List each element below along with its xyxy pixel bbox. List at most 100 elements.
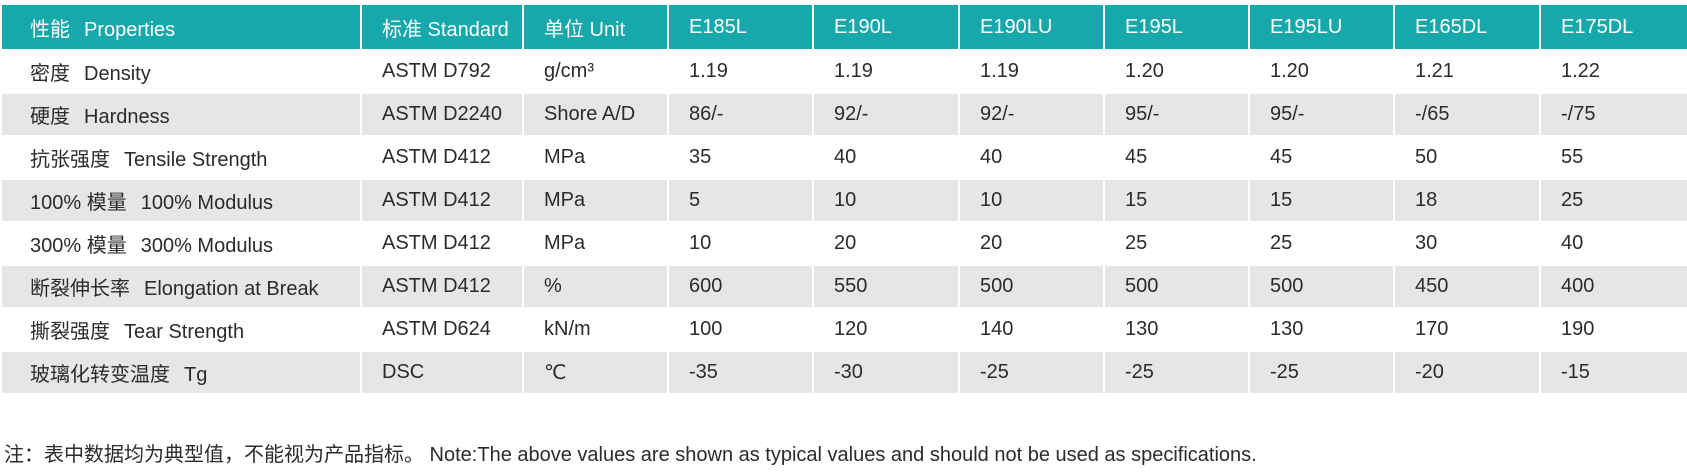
table-body: 密度 Density ASTM D792 g/cm³ 1.19 1.19 1.19 1.20 1…: [0, 49, 1687, 395]
table-cell: 92/-: [812, 92, 960, 137]
header-cell: 性能 Properties: [0, 3, 362, 51]
table-cell: 95/-: [1103, 92, 1250, 137]
table-cell: 5: [667, 178, 814, 223]
table-cell: ASTM D412: [360, 264, 524, 309]
table-cell: ASTM D412: [360, 221, 524, 266]
table-cell: 500: [1248, 264, 1395, 309]
table-cell: ASTM D792: [360, 49, 524, 94]
label-en: Properties: [84, 18, 176, 41]
table-cell: 1.21: [1393, 49, 1541, 94]
header-cell: E195L: [1103, 3, 1250, 51]
table-cell: 35: [667, 135, 814, 180]
table-cell: 95/-: [1248, 92, 1395, 137]
table-cell: 400: [1539, 264, 1687, 309]
table-cell: ℃: [522, 350, 669, 395]
table-cell: 10: [958, 178, 1105, 223]
header-cell: E175DL: [1539, 3, 1687, 51]
table-cell: ASTM D412: [360, 178, 524, 223]
property-cell: 撕裂强度 Tear Strength: [0, 307, 362, 352]
header-cell: E190LU: [958, 3, 1105, 51]
table-cell: -25: [1103, 350, 1250, 395]
table-row: 密度 Density ASTM D792 g/cm³ 1.19 1.19 1.19 1.20 1…: [0, 49, 1687, 94]
table-cell: 18: [1393, 178, 1541, 223]
label-en: 100% Modulus: [140, 192, 274, 214]
table-cell: 20: [812, 221, 960, 266]
table-cell: 1.19: [812, 49, 960, 94]
label-zh: 性能: [30, 18, 70, 41]
table-cell: 30: [1393, 221, 1541, 266]
table-cell: -/75: [1539, 92, 1687, 137]
table-cell: 20: [958, 221, 1105, 266]
label-en: Elongation at Break: [144, 278, 319, 300]
label-zh: 撕裂强度: [30, 321, 110, 343]
table-cell: 40: [1539, 221, 1687, 266]
property-cell: 300% 模量 300% Modulus: [0, 221, 362, 266]
label-zh: 玻璃化转变温度: [30, 364, 170, 386]
table-cell: -25: [1248, 350, 1395, 395]
table-cell: kN/m: [522, 307, 669, 352]
table-cell: 500: [958, 264, 1105, 309]
table-row: 撕裂强度 Tear Strength ASTM D624 kN/m 100 120 140 1…: [0, 307, 1687, 352]
table-cell: DSC: [360, 350, 524, 395]
table-cell: 25: [1248, 221, 1395, 266]
label-en: Tear Strength: [124, 321, 245, 343]
table-cell: 25: [1539, 178, 1687, 223]
table-cell: 1.20: [1248, 49, 1395, 94]
table-cell: 10: [812, 178, 960, 223]
property-cell: 密度 Density: [0, 49, 362, 94]
table-cell: 92/-: [958, 92, 1105, 137]
label-zh: 300% 模量: [30, 235, 127, 257]
table-cell: ASTM D624: [360, 307, 524, 352]
label-en: Tg: [184, 364, 208, 386]
property-cell: 抗张强度 Tensile Strength: [0, 135, 362, 180]
property-cell: 玻璃化转变温度 Tg: [0, 350, 362, 395]
label-en: 300% Modulus: [140, 235, 274, 257]
label-zh: 断裂伸长率: [30, 278, 130, 300]
table-cell: g/cm³: [522, 49, 669, 94]
table-cell: %: [522, 264, 669, 309]
table-row: 300% 模量 300% Modulus ASTM D412 MPa 10 20 20 25 2…: [0, 221, 1687, 266]
table-cell: 50: [1393, 135, 1541, 180]
table-cell: 190: [1539, 307, 1687, 352]
label-zh: 100% 模量: [30, 192, 127, 214]
header-cell: E185L: [667, 3, 814, 51]
header-row: 性能 Properties 标准 Standard 单位 Unit E185L E190L…: [0, 3, 1687, 51]
table-cell: MPa: [522, 135, 669, 180]
table-cell: 1.20: [1103, 49, 1250, 94]
table-row: 玻璃化转变温度 Tg DSC ℃ -35 -30 -25 -25 -25 -20 -15: [0, 350, 1687, 395]
table-row: 断裂伸长率 Elongation at Break ASTM D412% 600 550…: [0, 264, 1687, 309]
table-cell: 10: [667, 221, 814, 266]
table-cell: -20: [1393, 350, 1541, 395]
table-cell: 100: [667, 307, 814, 352]
table-cell: -25: [958, 350, 1105, 395]
label-zh: 密度: [30, 63, 70, 85]
table-header: 性能 Properties 标准 Standard 单位 Unit E185L E190L…: [0, 3, 1687, 51]
header-cell: E195LU: [1248, 3, 1395, 51]
table-cell: 130: [1103, 307, 1250, 352]
table-cell: 550: [812, 264, 960, 309]
label-zh: 硬度: [30, 106, 70, 128]
property-cell: 100% 模量 100% Modulus: [0, 178, 362, 223]
table-row: 硬度 Hardness ASTM D2240 Shore A/D 86/- 92/- 92/…: [0, 92, 1687, 137]
table-cell: 120: [812, 307, 960, 352]
table-cell: 450: [1393, 264, 1541, 309]
label-en: Tensile Strength: [124, 149, 268, 171]
table-cell: 55: [1539, 135, 1687, 180]
header-cell: 标准 Standard: [360, 3, 524, 51]
table-cell: -/65: [1393, 92, 1541, 137]
header-cell: E165DL: [1393, 3, 1541, 51]
table-cell: 140: [958, 307, 1105, 352]
table-cell: 15: [1248, 178, 1395, 223]
property-cell: 断裂伸长率 Elongation at Break: [0, 264, 362, 309]
table-row: 100% 模量 100% Modulus ASTM D412 MPa 5 10 10 15 15…: [0, 178, 1687, 223]
table-cell: 86/-: [667, 92, 814, 137]
table-cell: Shore A/D: [522, 92, 669, 137]
table-cell: 500: [1103, 264, 1250, 309]
table-row: 抗张强度 Tensile Strength ASTM D412 MPa 35 40 40 45…: [0, 135, 1687, 180]
table-cell: 45: [1103, 135, 1250, 180]
header-cell: 单位 Unit: [522, 3, 669, 51]
table-cell: 170: [1393, 307, 1541, 352]
table-cell: ASTM D2240: [360, 92, 524, 137]
table-cell: 1.19: [667, 49, 814, 94]
